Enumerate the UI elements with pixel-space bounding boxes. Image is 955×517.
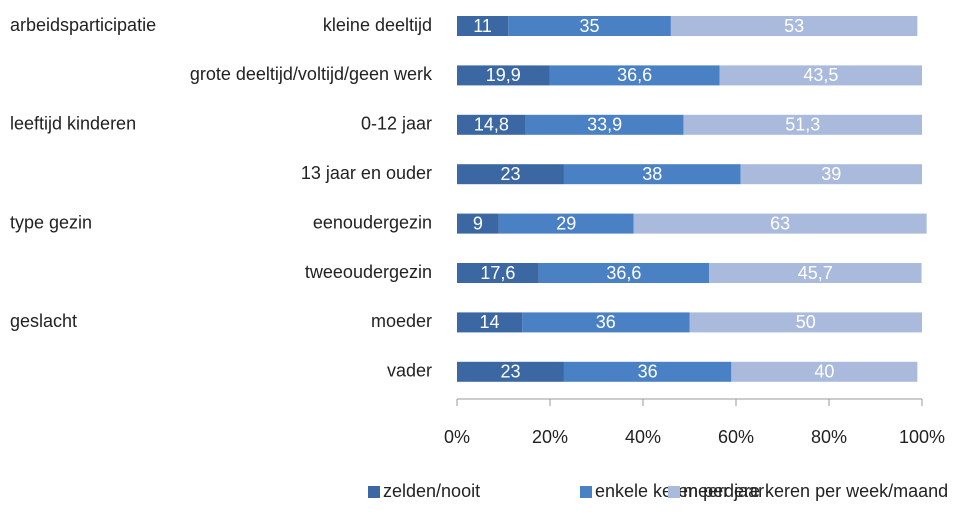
value-label: 9 [473, 213, 483, 233]
bar-segment [522, 312, 690, 333]
bar-segment [457, 164, 564, 185]
bar-segment [457, 312, 523, 333]
bar-segment [683, 114, 922, 135]
bar-segment [731, 361, 918, 382]
category-label: eenoudergezin [313, 212, 432, 232]
bar-segment [670, 16, 918, 36]
value-label: 43,5 [803, 65, 838, 85]
value-label: 19,9 [486, 65, 521, 85]
category-label: grote deeltijd/voltijd/geen werk [190, 64, 433, 84]
value-label: 33,9 [587, 115, 622, 135]
value-label: 35 [580, 16, 600, 36]
x-tick-label: 0% [444, 427, 470, 447]
legend-swatch [668, 486, 680, 498]
bar-segment [498, 213, 634, 234]
category-label: tweeoudergezin [305, 262, 432, 282]
x-tick-label: 80% [811, 427, 847, 447]
bar-segment [633, 213, 927, 234]
bar-segment [689, 312, 922, 333]
x-tick-label: 60% [718, 427, 754, 447]
bar-segment [457, 114, 526, 135]
value-label: 14,8 [474, 115, 509, 135]
bar-segment [457, 213, 499, 234]
value-label: 45,7 [798, 263, 833, 283]
x-tick-label: 40% [625, 427, 661, 447]
value-label: 38 [642, 164, 662, 184]
legend-swatch [368, 486, 380, 498]
value-label: 23 [500, 362, 520, 382]
value-label: 36,6 [606, 263, 641, 283]
value-label: 11 [473, 16, 492, 36]
bar-segment [740, 164, 922, 185]
bar-segment [563, 361, 732, 382]
category-label: 0-12 jaar [361, 114, 432, 134]
legend-swatch [580, 486, 592, 498]
value-label: 23 [500, 164, 520, 184]
category-label: moeder [371, 311, 432, 331]
bar-segment [709, 263, 922, 283]
bar-segment [457, 263, 539, 283]
category-label: 13 jaar en ouder [301, 163, 432, 183]
value-label: 53 [784, 16, 804, 36]
bar-segment [719, 65, 922, 86]
bar-segment [538, 263, 710, 283]
group-label: leeftijd kinderen [10, 114, 136, 134]
bar-segment [457, 65, 550, 86]
bar-segment [457, 361, 564, 382]
group-label: geslacht [10, 311, 77, 331]
legend-label: meerdere keren per week/maand [683, 481, 948, 501]
value-label: 50 [796, 312, 816, 332]
value-label: 36 [596, 312, 616, 332]
bar-segment [508, 16, 671, 36]
category-label: vader [387, 361, 432, 381]
value-label: 51,3 [785, 115, 820, 135]
bar-segment [457, 16, 509, 36]
value-label: 17,6 [480, 263, 515, 283]
group-label: arbeidsparticipatie [10, 15, 156, 35]
bar-segment [549, 65, 720, 86]
value-label: 36 [638, 362, 658, 382]
value-label: 40 [814, 362, 834, 382]
x-tick-label: 20% [532, 427, 568, 447]
group-label: type gezin [10, 212, 92, 232]
value-label: 14 [480, 312, 500, 332]
value-label: 36,6 [617, 65, 652, 85]
category-label: kleine deeltijd [323, 15, 432, 35]
bar-segment [525, 114, 684, 135]
legend-label: zelden/nooit [383, 481, 480, 501]
value-label: 29 [556, 213, 576, 233]
x-tick-label: 100% [899, 427, 945, 447]
value-label: 63 [770, 213, 790, 233]
bar-segment [563, 164, 741, 185]
value-label: 39 [821, 164, 841, 184]
